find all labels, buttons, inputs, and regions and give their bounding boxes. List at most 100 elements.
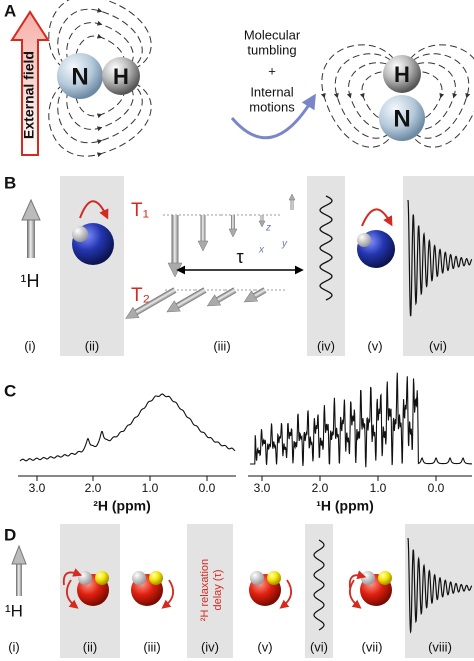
tick-label: 1.0 bbox=[142, 481, 159, 495]
panel-label: C bbox=[4, 381, 16, 400]
vector-shaft bbox=[175, 287, 207, 309]
vector-head bbox=[243, 290, 259, 303]
atom bbox=[250, 571, 264, 585]
t1-label: T₁ bbox=[131, 200, 149, 221]
caption: + bbox=[268, 63, 276, 78]
atom bbox=[361, 571, 375, 585]
tick-label: 3.0 bbox=[254, 481, 271, 495]
step-label: (vi) bbox=[429, 338, 447, 353]
field-line bbox=[75, 33, 125, 77]
caption: motions bbox=[249, 99, 295, 114]
field-line bbox=[75, 75, 125, 119]
field-arrow bbox=[10, 10, 50, 156]
vector-head bbox=[197, 240, 209, 252]
step-label: (ii) bbox=[83, 639, 97, 654]
step-label: (vi) bbox=[310, 639, 328, 654]
vector bbox=[228, 215, 238, 238]
nucleus-label: ¹H bbox=[5, 601, 23, 620]
atom bbox=[72, 226, 88, 242]
step-label: (iii) bbox=[143, 639, 160, 654]
axis-label: ¹H (ppm) bbox=[316, 498, 374, 514]
vector-head bbox=[288, 193, 296, 201]
tick-label: 0.0 bbox=[199, 481, 216, 495]
step-label: (v) bbox=[257, 639, 272, 654]
rotation-arrow bbox=[161, 579, 175, 609]
panel-label: A bbox=[4, 1, 16, 20]
vector-shaft bbox=[253, 287, 267, 299]
vector-shaft bbox=[216, 287, 237, 303]
field-line bbox=[320, 44, 403, 148]
vector-shaft bbox=[200, 215, 206, 241]
field-line bbox=[401, 44, 474, 148]
atom bbox=[95, 571, 109, 585]
tick-label: 0.0 bbox=[428, 481, 445, 495]
vector-head bbox=[166, 300, 181, 313]
vector bbox=[167, 215, 183, 278]
vector bbox=[258, 215, 266, 228]
atom bbox=[267, 571, 281, 585]
step-label: (iv) bbox=[201, 639, 219, 654]
relaxation-arrows bbox=[125, 193, 296, 319]
rotation-arrow bbox=[348, 570, 367, 589]
step-label: (ii) bbox=[85, 338, 99, 353]
vector-shaft bbox=[171, 215, 179, 263]
vector bbox=[206, 287, 237, 307]
rotation-arrow bbox=[230, 93, 316, 140]
field-label: External field bbox=[21, 51, 37, 139]
oscillation bbox=[319, 195, 333, 301]
delay-label: delay (τ) bbox=[212, 569, 224, 610]
delay-label: ²H relaxation bbox=[199, 559, 211, 621]
atom-label: H bbox=[113, 64, 129, 89]
axis-label: z bbox=[265, 223, 271, 234]
step-label: (viii) bbox=[428, 639, 452, 654]
axis-label: ²H (ppm) bbox=[93, 498, 151, 514]
atom bbox=[357, 233, 371, 247]
vector bbox=[125, 287, 177, 319]
spin-arrow bbox=[21, 198, 41, 258]
fid bbox=[407, 537, 473, 634]
nucleus-label: ¹H bbox=[21, 271, 40, 291]
atom bbox=[102, 57, 140, 95]
caption: tumbling bbox=[247, 42, 296, 57]
rotation-arrow bbox=[65, 579, 79, 609]
step-label: (i) bbox=[24, 338, 36, 353]
spectrum bbox=[250, 372, 472, 468]
atom-label: H bbox=[394, 62, 410, 87]
vector-shaft bbox=[231, 215, 235, 229]
vector bbox=[197, 215, 209, 252]
field-line bbox=[359, 71, 403, 121]
panel-label: D bbox=[4, 525, 16, 544]
tau-label: τ bbox=[236, 247, 243, 267]
vector-head bbox=[125, 306, 140, 319]
tick-label: 2.0 bbox=[85, 481, 102, 495]
caption: Internal bbox=[250, 84, 293, 99]
atom-label: N bbox=[393, 105, 410, 132]
rotation-arrow bbox=[62, 568, 83, 586]
rotation-arrow bbox=[348, 579, 362, 609]
vector-head bbox=[206, 294, 222, 307]
vector-shaft bbox=[260, 215, 264, 221]
atom-label: N bbox=[71, 63, 88, 90]
atom bbox=[57, 53, 103, 99]
atom bbox=[132, 571, 146, 585]
atom bbox=[149, 571, 163, 585]
field-line bbox=[48, 75, 152, 158]
atom bbox=[78, 571, 92, 585]
step-label: (iii) bbox=[213, 338, 230, 353]
vector-head bbox=[258, 220, 266, 228]
step-label: (v) bbox=[367, 338, 382, 353]
rotation-arrow bbox=[361, 208, 393, 227]
atom bbox=[383, 55, 421, 93]
step-label: (iv) bbox=[317, 338, 335, 353]
step-label: (vii) bbox=[362, 639, 383, 654]
vector-shaft bbox=[134, 287, 177, 316]
field-line bbox=[48, 0, 152, 77]
rotation-arrow bbox=[79, 200, 109, 220]
spectrum bbox=[19, 393, 236, 462]
fid bbox=[407, 199, 473, 317]
tick-label: 3.0 bbox=[29, 481, 46, 495]
oscillation bbox=[313, 539, 325, 631]
background-panels bbox=[60, 176, 474, 658]
axis-label: x bbox=[258, 245, 265, 256]
